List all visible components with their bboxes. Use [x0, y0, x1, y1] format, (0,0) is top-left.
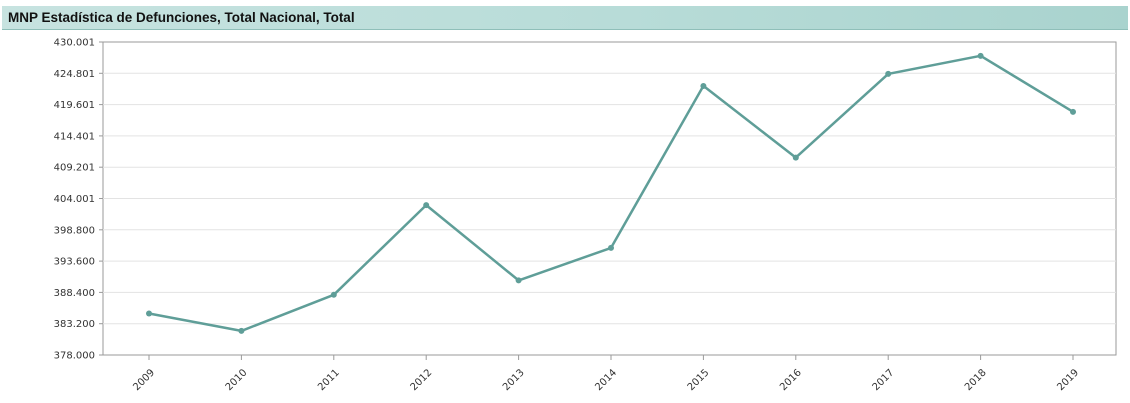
y-tick-label: 409.201: [54, 163, 95, 174]
data-point[interactable]: [792, 154, 799, 161]
y-tick-label: 414.401: [54, 131, 95, 142]
x-tick-label: 2011: [316, 367, 342, 393]
x-tick-label: 2013: [501, 367, 527, 393]
data-point[interactable]: [146, 310, 152, 317]
x-tick-label: 2019: [1055, 367, 1081, 393]
data-series: [146, 52, 1076, 334]
data-point[interactable]: [238, 327, 245, 334]
x-tick-label: 2018: [963, 367, 989, 393]
x-tick-label: 2016: [778, 367, 804, 393]
x-tick-label: 2017: [871, 367, 897, 393]
data-point[interactable]: [330, 291, 337, 298]
y-tick-label: 404.001: [54, 194, 95, 205]
y-tick-label: 398.800: [54, 225, 95, 236]
data-point[interactable]: [1070, 108, 1076, 115]
data-point[interactable]: [885, 70, 892, 77]
y-tick-label: 419.601: [54, 100, 95, 111]
y-tick-label: 424.801: [54, 69, 95, 80]
x-tick-label: 2015: [686, 367, 712, 393]
x-axis-ticks: 2009 2010 2011 2012 2013 2014 2015 2016 2017 2018…: [131, 355, 1081, 393]
y-tick-label: 393.600: [54, 257, 95, 268]
x-tick-label: 2010: [224, 367, 250, 393]
data-point[interactable]: [700, 82, 707, 89]
x-tick-label: 2009: [131, 367, 157, 393]
x-tick-label: 2014: [593, 367, 619, 393]
chart-title: MNP Estadística de Defunciones, Total Na…: [8, 10, 355, 25]
data-point[interactable]: [977, 52, 984, 59]
data-point[interactable]: [515, 277, 522, 284]
y-tick-label: 388.400: [54, 288, 95, 299]
x-tick-label: 2012: [409, 367, 435, 393]
data-point[interactable]: [608, 244, 614, 251]
y-tick-label: 383.200: [54, 319, 95, 330]
data-point[interactable]: [423, 202, 430, 209]
chart-title-bar: MNP Estadística de Defunciones, Total Na…: [2, 6, 1128, 30]
grid-lines: [103, 72, 1116, 325]
y-tick-label: 378.000: [54, 351, 95, 362]
y-axis-ticks: 430.001 424.801 419.601 414.401 409.201 404.0…: [54, 38, 103, 362]
y-tick-label: 430.001: [54, 38, 95, 49]
